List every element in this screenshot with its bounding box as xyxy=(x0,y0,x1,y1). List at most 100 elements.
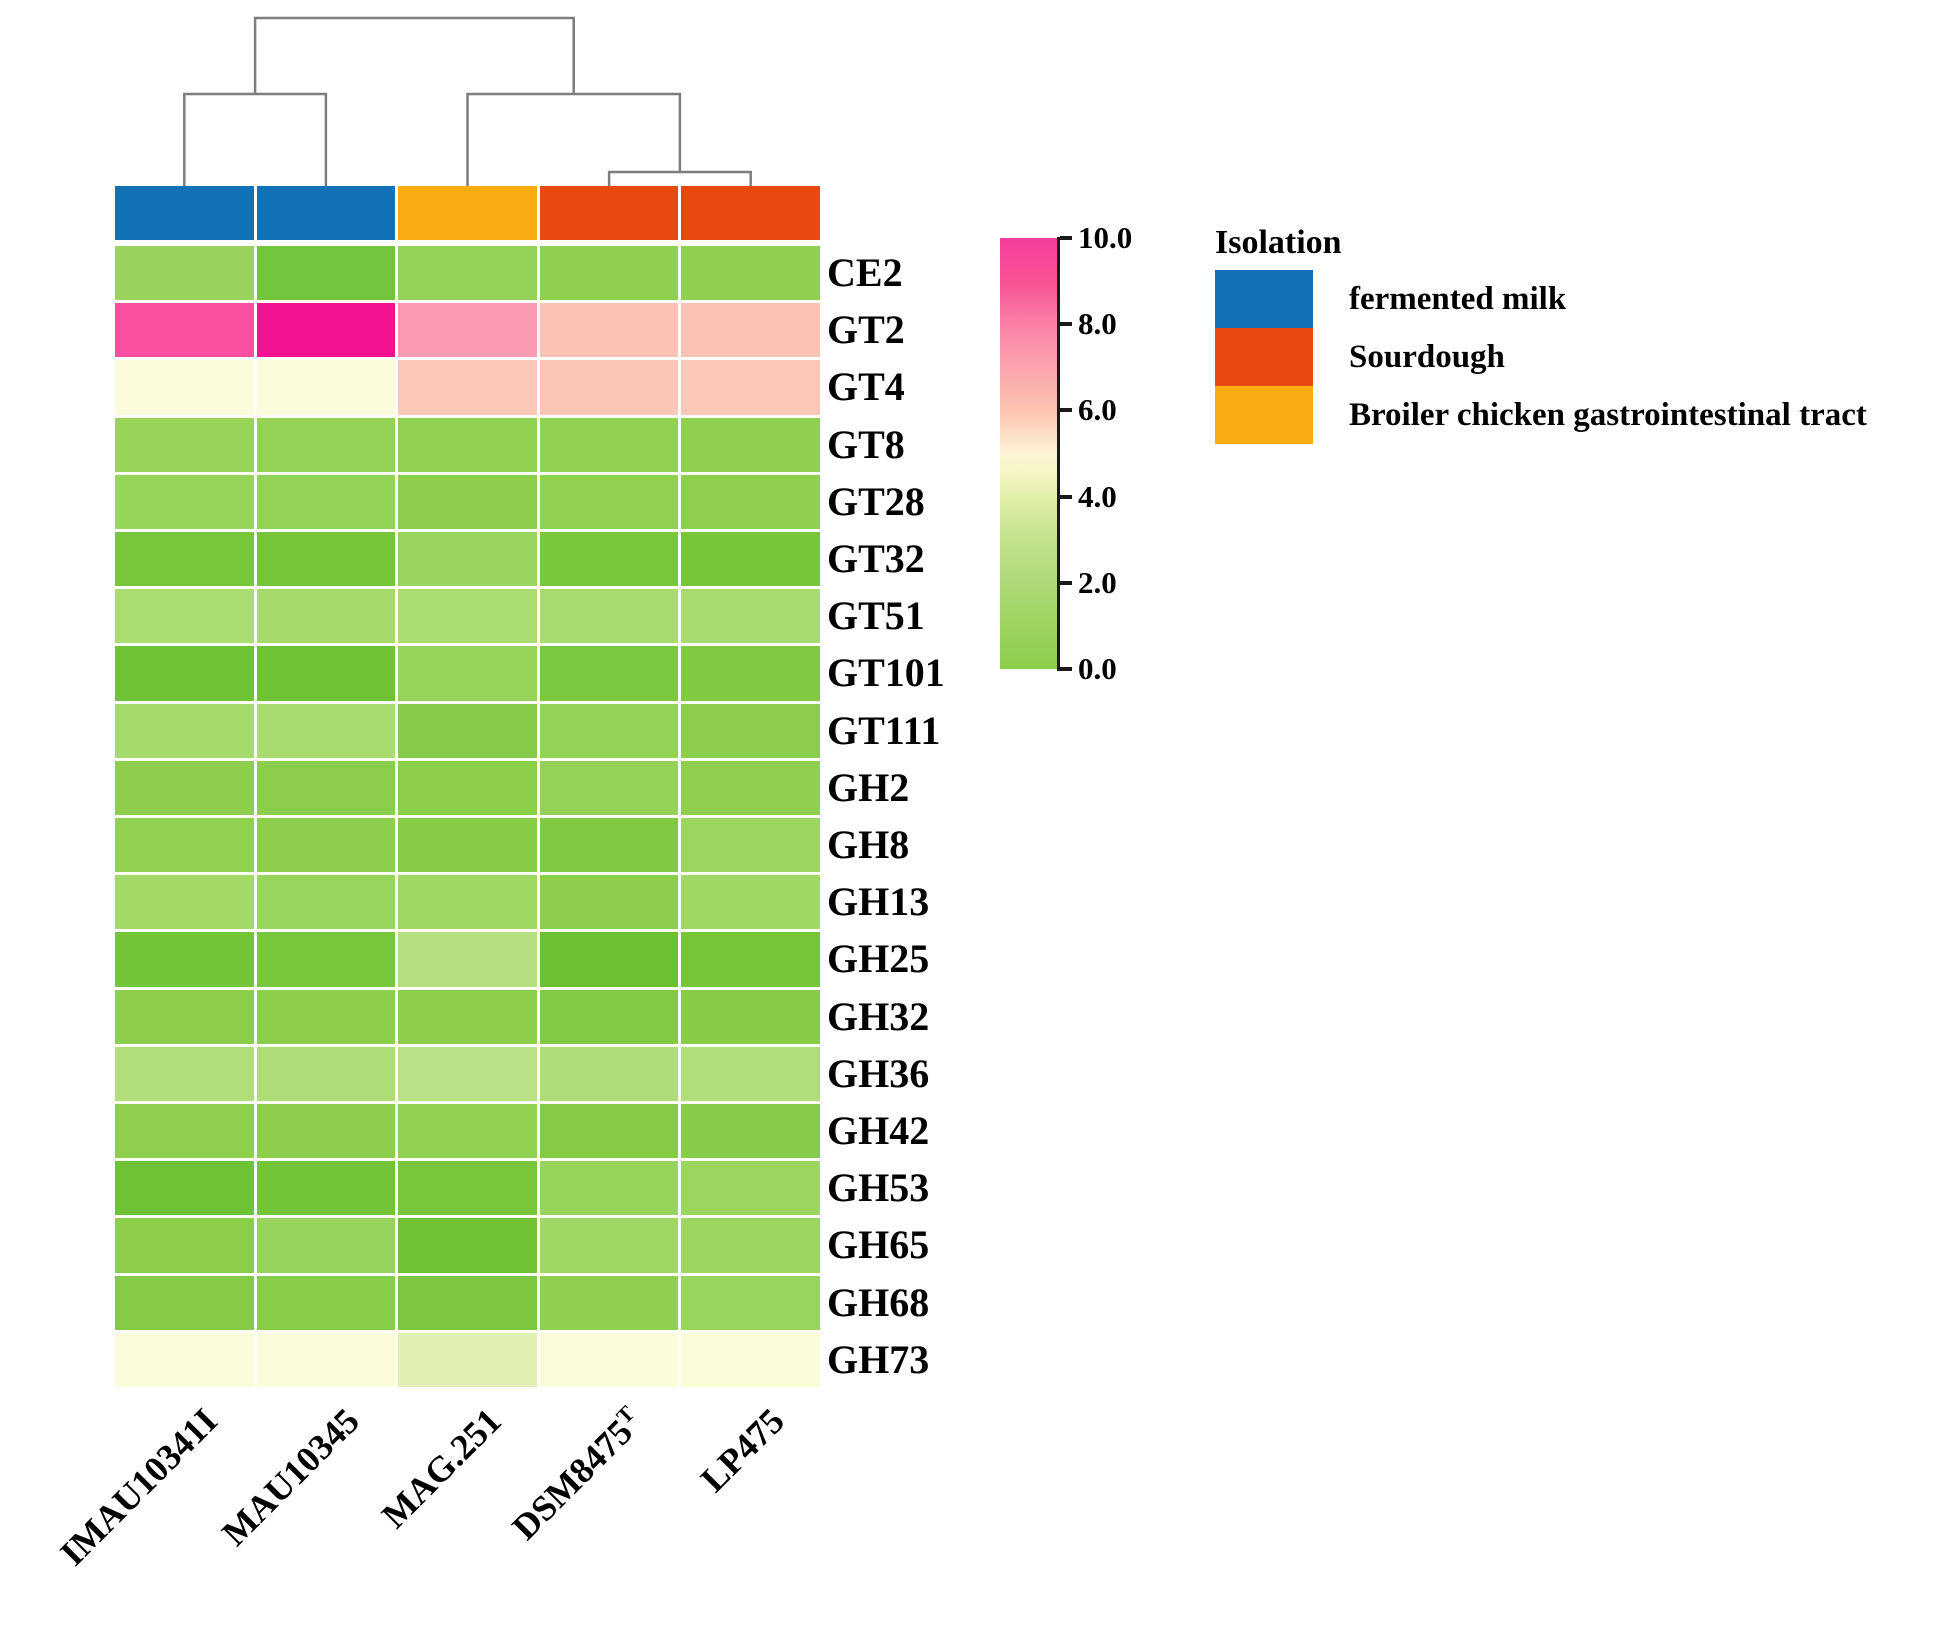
row-label: GT2 xyxy=(827,307,905,353)
heatmap-cell xyxy=(398,760,537,815)
heatmap-cell xyxy=(115,246,254,301)
heatmap-cell xyxy=(256,875,396,930)
heatmap-cell xyxy=(115,417,254,472)
row-label: GH13 xyxy=(827,879,930,925)
heatmap-cell xyxy=(539,1275,679,1330)
heatmap-cell xyxy=(256,1046,396,1101)
heatmap-cell xyxy=(398,875,537,930)
row-label: GT4 xyxy=(827,364,905,410)
heatmap-cell xyxy=(681,532,820,587)
dendrogram-link-left-pair xyxy=(183,92,328,186)
column-annotation-bar xyxy=(115,186,820,240)
heatmap-cell xyxy=(256,989,396,1044)
annotation-cell xyxy=(115,186,254,240)
colorbar-tick-mark xyxy=(1060,580,1072,585)
heatmap-cell xyxy=(539,760,679,815)
heatmap-cell xyxy=(115,1332,254,1387)
isolation-legend: Isolation fermented milk Sourdough Broiler… xyxy=(1215,226,1867,444)
heatmap-cell xyxy=(398,1332,537,1387)
heatmap-cell xyxy=(115,1218,254,1273)
heatmap-cell xyxy=(398,417,537,472)
dendrogram-links xyxy=(183,16,752,186)
heatmap-cell xyxy=(115,760,254,815)
heatmap-cell xyxy=(681,303,820,358)
row-label: GH73 xyxy=(827,1336,930,1382)
heatmap-cell xyxy=(681,1332,820,1387)
heatmap-cell xyxy=(539,703,679,758)
heatmap-cell xyxy=(539,246,679,301)
row-label: GH36 xyxy=(827,1050,930,1096)
heatmap-cell xyxy=(115,646,254,701)
annotation-cell xyxy=(398,186,537,240)
heatmap-cell xyxy=(115,703,254,758)
heatmap-cell xyxy=(256,1161,396,1216)
heatmap-cell xyxy=(398,989,537,1044)
row-label: CE2 xyxy=(827,250,903,296)
annotation-cell xyxy=(539,186,679,240)
heatmap-cell xyxy=(115,532,254,587)
colorbar-tick-mark xyxy=(1060,236,1072,240)
heatmap-cell xyxy=(398,1161,537,1216)
column-dendrogram xyxy=(183,16,752,186)
heatmap-cell xyxy=(539,646,679,701)
heatmap-cell xyxy=(398,1218,537,1273)
colorbar-tick-mark xyxy=(1060,667,1072,671)
annotation-cell xyxy=(256,186,396,240)
heatmap-cell xyxy=(539,1104,679,1159)
heatmap-cell xyxy=(256,818,396,873)
colorbar-tick-mark xyxy=(1060,322,1072,327)
heatmap-cell xyxy=(115,818,254,873)
row-label: GT101 xyxy=(827,650,945,696)
heatmap-cell xyxy=(115,875,254,930)
legend-swatch xyxy=(1215,386,1313,444)
colorbar-tick-mark xyxy=(1060,494,1072,499)
heatmap-cell xyxy=(681,932,820,987)
heatmap-cell xyxy=(398,589,537,644)
heatmap-cell xyxy=(256,760,396,815)
row-label: GH42 xyxy=(827,1108,930,1154)
heatmap-cell xyxy=(115,589,254,644)
heatmap-cell xyxy=(256,1332,396,1387)
row-label: GH53 xyxy=(827,1165,930,1211)
heatmap-cell xyxy=(539,1161,679,1216)
heatmap-cell xyxy=(115,474,254,529)
heatmap-cell xyxy=(256,703,396,758)
heatmap-cell xyxy=(539,1218,679,1273)
colorbar-axis-line xyxy=(1057,237,1060,671)
heatmap-cell xyxy=(256,1218,396,1273)
heatmap-cell xyxy=(681,875,820,930)
heatmap-cell xyxy=(681,1161,820,1216)
heatmap-cell xyxy=(539,589,679,644)
row-label: GT32 xyxy=(827,536,925,582)
heatmap-cell xyxy=(115,1275,254,1330)
legend-item: Broiler chicken gastrointestinal tract xyxy=(1215,386,1867,444)
legend-label: Broiler chicken gastrointestinal tract xyxy=(1349,396,1867,433)
row-label: GH2 xyxy=(827,764,910,810)
heatmap-cell xyxy=(681,360,820,415)
legend-item: fermented milk xyxy=(1215,270,1867,328)
colorbar-ticks: 10.0 8.0 6.0 4.0 2.0 0.0 xyxy=(1060,222,1180,684)
row-label: GH8 xyxy=(827,822,910,868)
row-label: GT28 xyxy=(827,478,925,524)
heatmap-cell xyxy=(681,474,820,529)
heatmap-cell xyxy=(256,360,396,415)
heatmap-cell xyxy=(115,1104,254,1159)
heatmap-cell xyxy=(398,818,537,873)
heatmap-cell xyxy=(256,474,396,529)
colorbar-gradient xyxy=(1000,238,1057,669)
heatmap-cell xyxy=(398,474,537,529)
row-label: GH65 xyxy=(827,1222,930,1268)
heatmap-cell xyxy=(115,303,254,358)
heatmap-cell xyxy=(539,474,679,529)
heatmap-cell xyxy=(539,1332,679,1387)
heatmap-cell xyxy=(681,760,820,815)
heatmap-cell xyxy=(115,932,254,987)
row-labels: CE2 GT2 GT4 GT8 GT28 GT32 GT51 GT101 GT111 GH2 GH8… xyxy=(827,246,977,1387)
heatmap-cell xyxy=(539,818,679,873)
column-label: IMAU10341I xyxy=(52,1400,226,1574)
colorbar-tick-mark xyxy=(1060,408,1072,413)
legend-title: Isolation xyxy=(1215,224,1342,261)
legend-swatch xyxy=(1215,270,1313,328)
heatmap-cell xyxy=(398,646,537,701)
heatmap-grid xyxy=(115,246,820,1387)
